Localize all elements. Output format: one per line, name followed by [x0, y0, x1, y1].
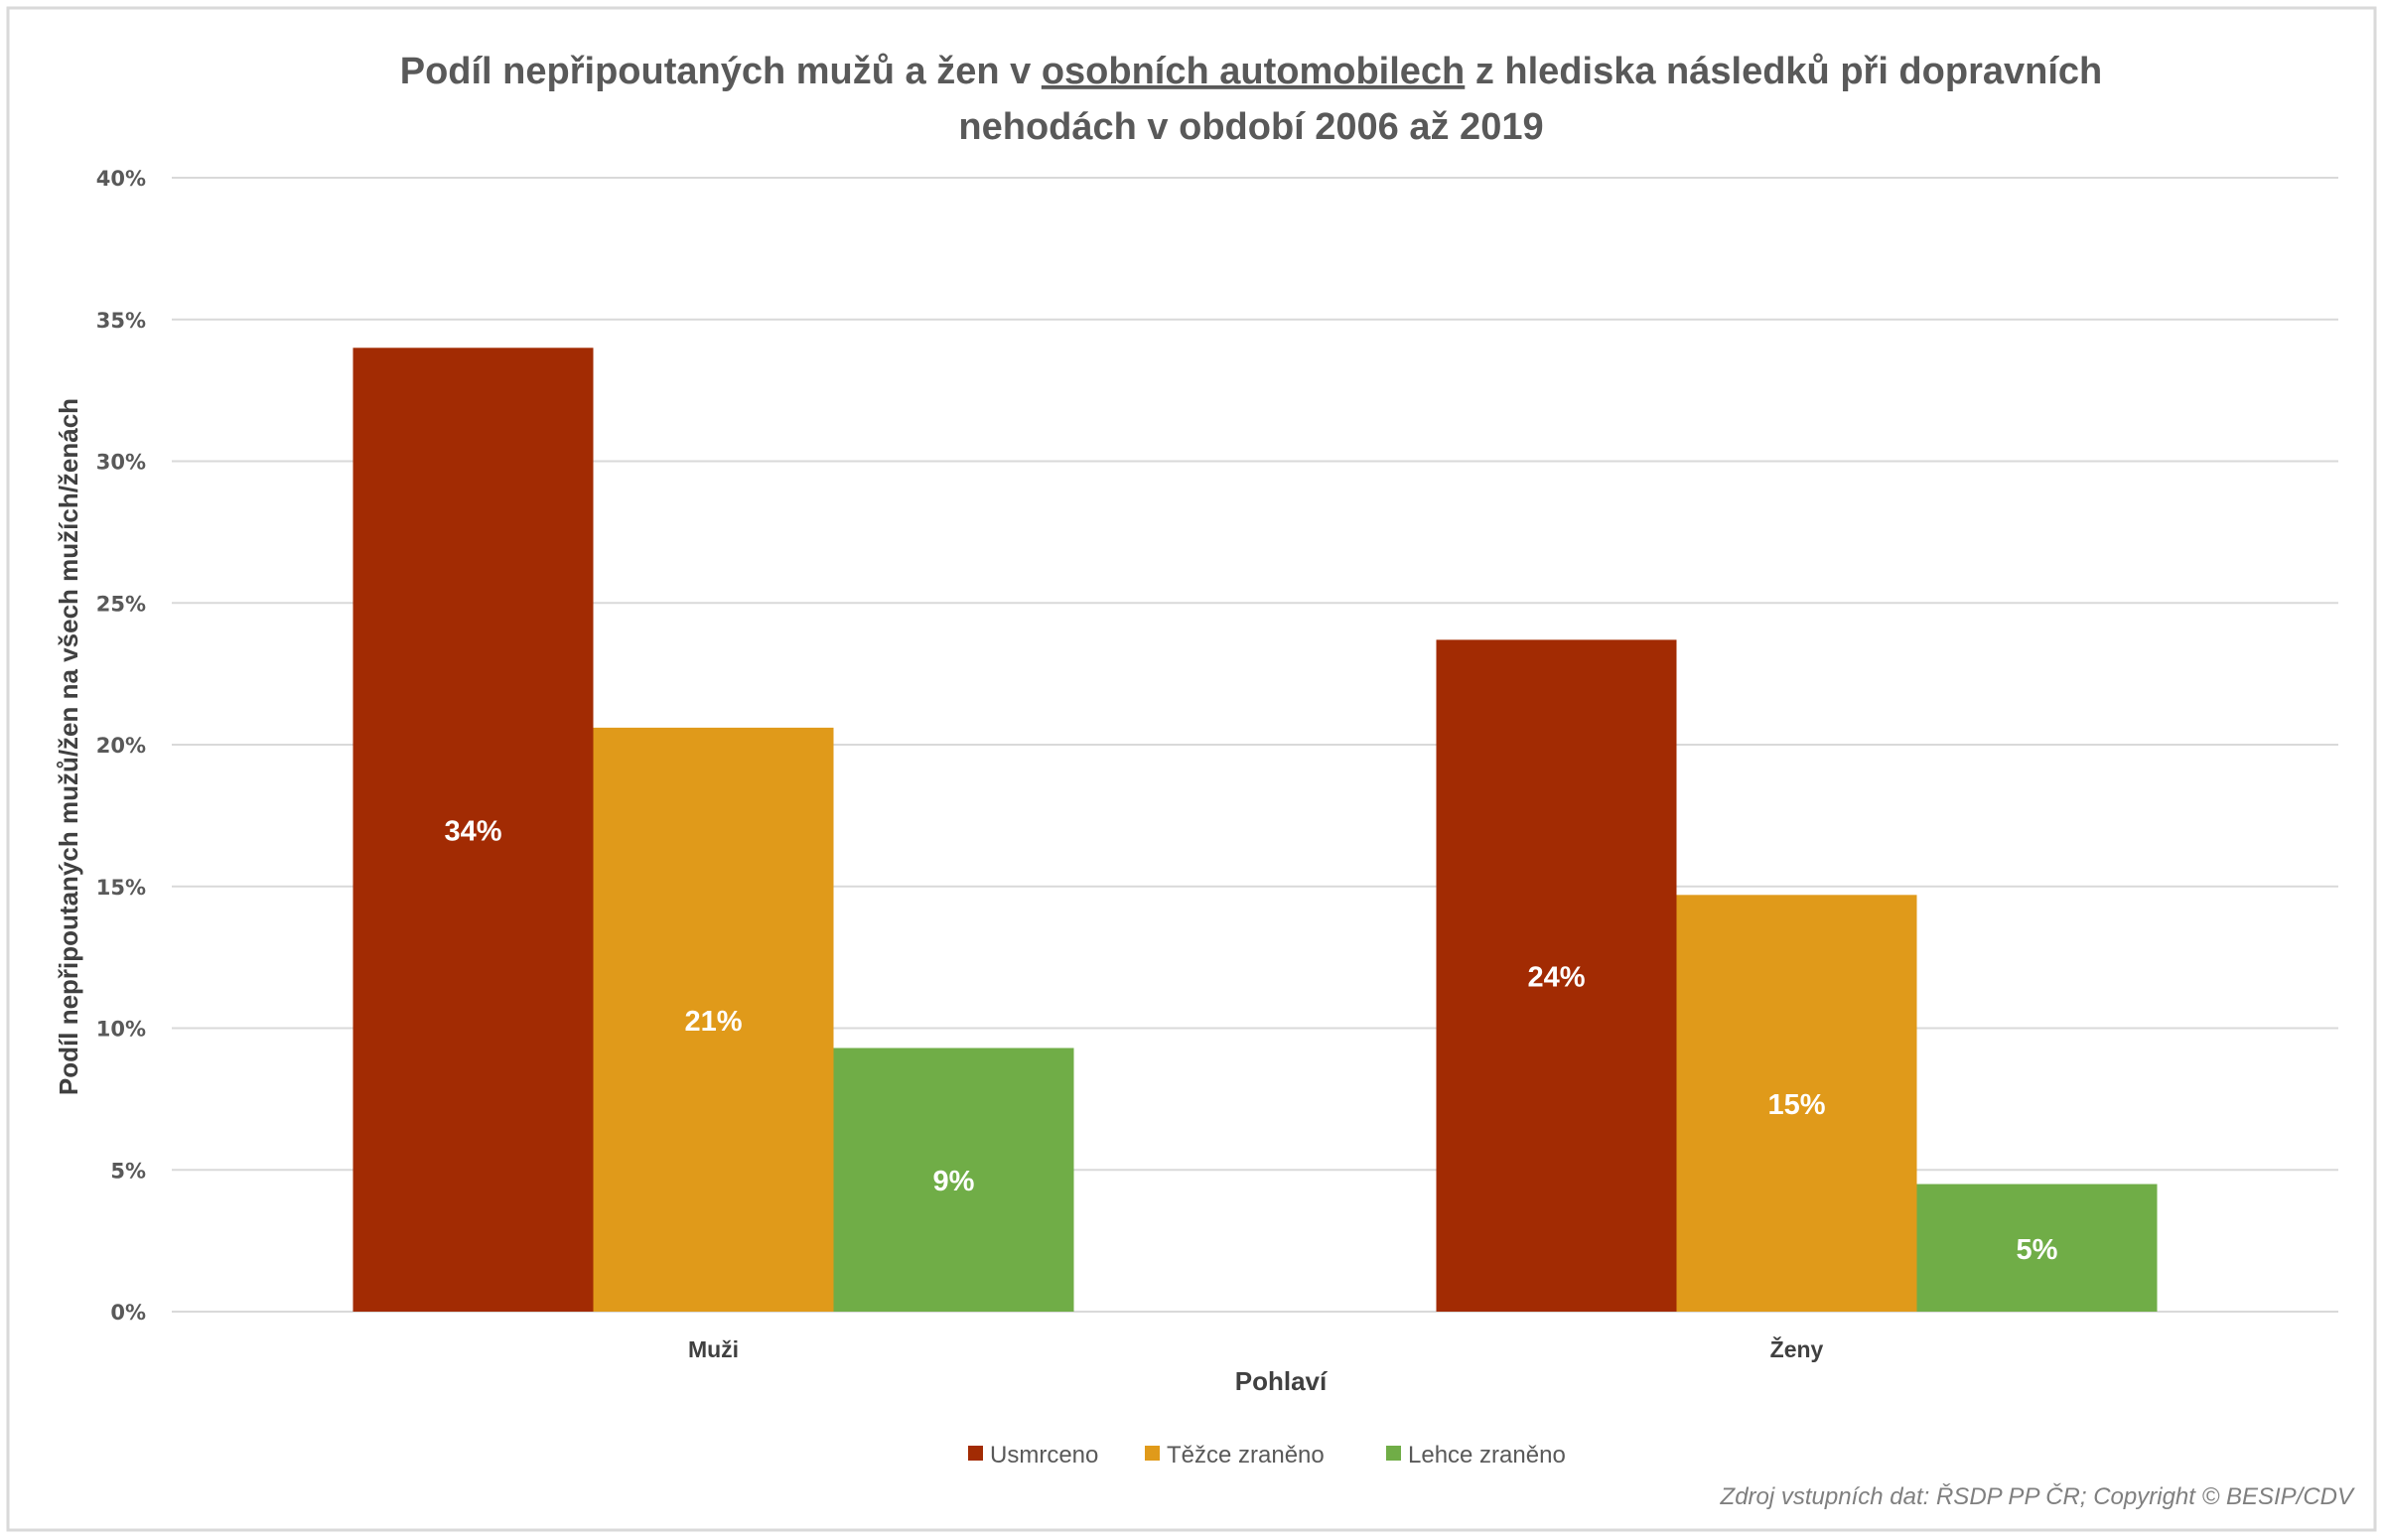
y-tick-labels: 0% 5% 10% 15% 20% 25% 30% 35% 40% [96, 167, 146, 1325]
title-part-1: Podíl nepřipoutaných mužů a žen v [400, 51, 1042, 92]
data-label: 34% [444, 816, 501, 848]
chart-title-line-2: nehodách v období 2006 až 2019 [958, 106, 1543, 148]
data-labels: 34% 21% 9% 24% 15% 5% [444, 816, 2057, 1266]
y-tick-label: 15% [96, 876, 146, 900]
category-label: Muži [688, 1336, 739, 1362]
bar-Těžce zraněno [1676, 895, 1917, 1312]
legend-label: Lehce zraněno [1408, 1442, 1566, 1469]
data-label: 24% [1527, 962, 1585, 994]
y-tick-label: 5% [110, 1159, 146, 1183]
data-label: 21% [684, 1006, 742, 1038]
category-label: Ženy [1770, 1335, 1824, 1362]
x-axis-title: Pohlaví [1235, 1366, 1328, 1396]
bar-Usmrceno [352, 348, 594, 1312]
bar-Lehce zraněno [1916, 1184, 2158, 1312]
data-label: 9% [933, 1166, 975, 1197]
data-label: 15% [1767, 1089, 1825, 1121]
y-tick-label: 0% [110, 1301, 146, 1325]
y-axis-title: Podíl nepřipoutaných mužů/žen na všech m… [54, 398, 83, 1095]
y-tick-label: 40% [96, 167, 146, 191]
legend-swatch [968, 1446, 983, 1461]
legend-swatch [1386, 1446, 1401, 1461]
legend: Usmrceno Těžce zraněno Lehce zraněno [968, 1442, 1566, 1469]
bar-Těžce zraněno [593, 727, 834, 1312]
chart-title: Podíl nepřipoutaných mužů a žen v osobní… [400, 51, 2103, 92]
y-tick-label: 25% [96, 592, 146, 616]
bar-Usmrceno [1436, 639, 1677, 1312]
data-label: 5% [2017, 1234, 2058, 1266]
title-part-3: z hlediska následků při dopravních [1465, 51, 2102, 92]
bars [352, 348, 2158, 1312]
legend-label: Těžce zraněno [1167, 1442, 1325, 1469]
y-tick-label: 10% [96, 1018, 146, 1042]
legend-swatch [1145, 1446, 1160, 1461]
source-note: Zdroj vstupních dat: ŘSDP PP ČR; Copyrig… [1720, 1482, 2355, 1510]
y-tick-label: 30% [96, 451, 146, 475]
category-labels: Muži Ženy [688, 1335, 1824, 1362]
bar-Lehce zraněno [833, 1048, 1074, 1312]
legend-label: Usmrceno [990, 1442, 1098, 1469]
title-underlined: osobních automobilech [1042, 51, 1465, 92]
y-tick-label: 35% [96, 309, 146, 333]
y-tick-label: 20% [96, 734, 146, 758]
